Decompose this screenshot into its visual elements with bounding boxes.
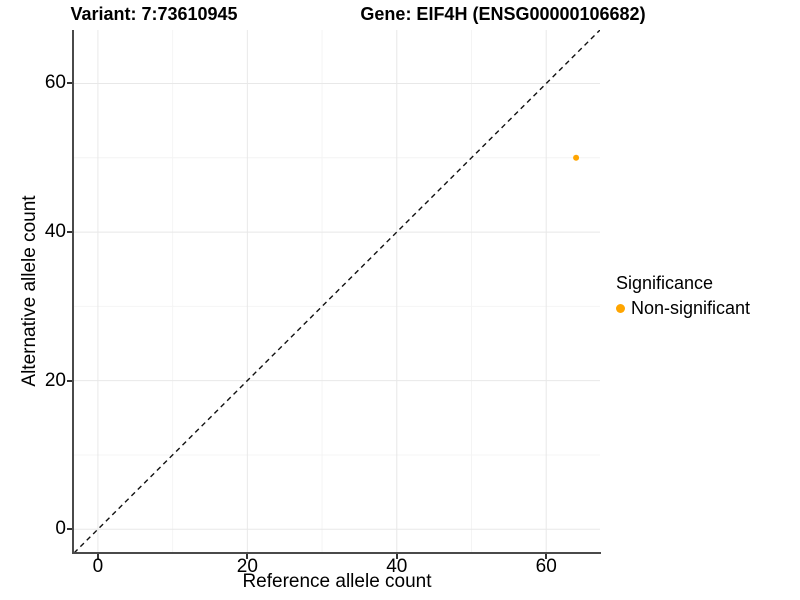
data-point	[573, 154, 580, 161]
y-axis-tick	[67, 82, 72, 85]
legend-item-label: Non-significant	[631, 298, 751, 318]
y-tick-label: 20	[44, 369, 66, 391]
y-tick-label: 0	[55, 518, 66, 540]
x-axis-line	[72, 552, 601, 554]
identity-reference-line	[74, 30, 600, 553]
legend-marker-circle-icon	[616, 304, 625, 313]
x-tick-label: 20	[236, 556, 258, 577]
legend: Significance Non-significant	[616, 273, 750, 319]
y-axis-line	[72, 30, 74, 554]
variant-title: Variant: 7:73610945	[70, 4, 238, 24]
legend-item: Non-significant	[616, 298, 750, 319]
x-tick-label: 60	[535, 556, 557, 577]
x-axis-tick	[246, 554, 249, 559]
y-axis-tick	[67, 528, 72, 531]
chart-canvas	[74, 30, 600, 553]
plot-panel	[74, 30, 600, 553]
y-tick-label: 40	[44, 221, 66, 243]
x-axis-tick	[395, 554, 398, 559]
gene-title: Gene: EIF4H (ENSG00000106682)	[360, 4, 646, 24]
x-axis-title: Reference allele count	[242, 571, 432, 592]
x-tick-label: 0	[92, 556, 104, 577]
legend-title: Significance	[616, 273, 714, 293]
y-axis-tick	[67, 379, 72, 382]
x-axis-tick	[545, 554, 548, 559]
x-axis-tick	[96, 554, 99, 559]
x-tick-label: 40	[386, 556, 408, 577]
y-axis-tick	[67, 231, 72, 234]
y-tick-label: 60	[44, 72, 66, 94]
